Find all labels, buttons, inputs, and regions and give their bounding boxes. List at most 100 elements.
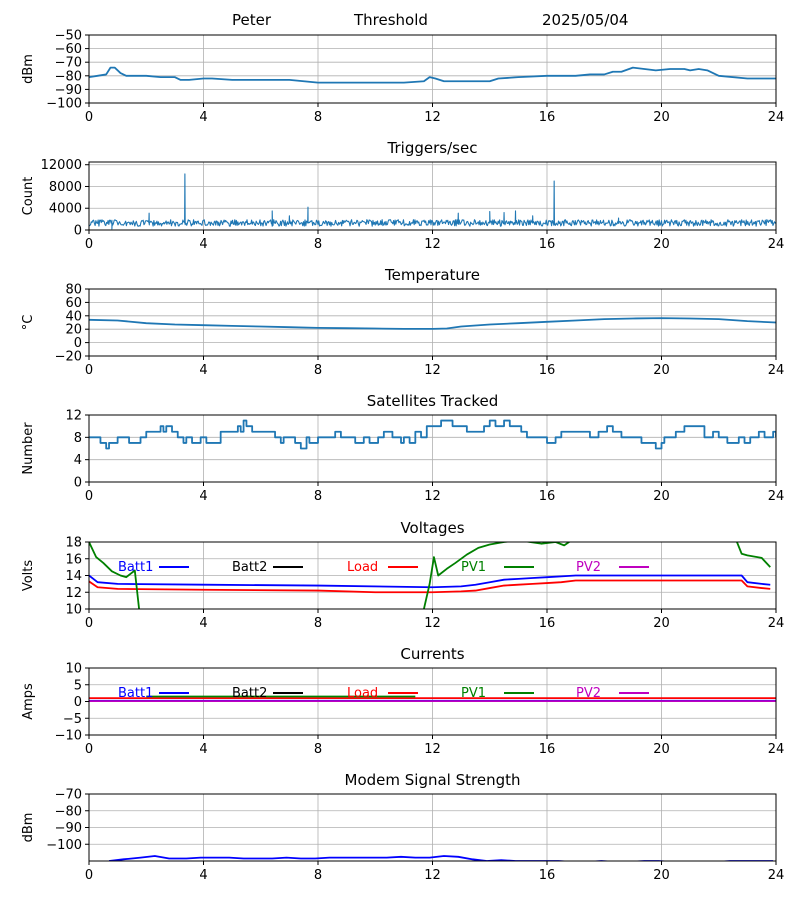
x-tick-label: 20: [653, 868, 670, 883]
series-line-temperature: [89, 317, 776, 330]
x-tick-label: 16: [539, 616, 556, 631]
x-tick-label: 20: [653, 237, 670, 252]
mode-label: Threshold: [354, 11, 428, 29]
legend-label-pv2: PV2: [576, 560, 601, 575]
chart-title: Satellites Tracked: [367, 392, 498, 410]
x-tick-label: 16: [539, 363, 556, 378]
x-tick-label: 12: [424, 616, 441, 631]
y-tick-label: 80: [65, 283, 82, 298]
y-tick-label: −5: [63, 712, 82, 727]
chart-title: Modem Signal Strength: [345, 771, 521, 789]
y-tick-label: −100: [46, 838, 82, 853]
y-tick-label: −70: [55, 56, 82, 71]
y-axis-label: Number: [21, 422, 36, 475]
y-tick-label: 20: [65, 323, 82, 338]
x-tick-label: 12: [424, 110, 441, 125]
x-tick-label: 24: [768, 742, 785, 757]
x-tick-label: 4: [199, 489, 207, 504]
x-tick-label: 24: [768, 237, 785, 252]
y-tick-label: 8: [74, 431, 82, 446]
y-tick-label: −20: [55, 350, 82, 365]
y-tick-label: 0: [74, 224, 82, 239]
series-line-voltages-pv1: [423, 542, 571, 609]
x-tick-label: 24: [768, 616, 785, 631]
y-tick-label: 12000: [41, 158, 82, 173]
x-tick-label: 24: [768, 363, 785, 378]
y-axis-label: dBm: [21, 813, 36, 843]
x-tick-label: 4: [199, 868, 207, 883]
x-tick-label: 8: [314, 363, 322, 378]
x-tick-label: 16: [539, 237, 556, 252]
y-axis-label: Amps: [21, 683, 36, 720]
x-tick-label: 16: [539, 110, 556, 125]
y-tick-label: 10: [65, 603, 82, 618]
x-tick-label: 12: [424, 237, 441, 252]
y-tick-label: −70: [55, 788, 82, 803]
y-tick-label: 0: [74, 336, 82, 351]
series-line-voltages-pv1: [89, 542, 140, 609]
y-tick-label: 10: [65, 662, 82, 677]
y-axis-label: dBm: [21, 54, 36, 84]
x-tick-label: 0: [85, 616, 93, 631]
legend-label-batt2: Batt2: [232, 560, 267, 575]
x-tick-label: 12: [424, 489, 441, 504]
y-tick-label: −80: [55, 69, 82, 84]
y-tick-label: 0: [74, 695, 82, 710]
y-tick-label: 4: [74, 453, 82, 468]
legend-label-load: Load: [347, 686, 378, 701]
x-tick-label: 20: [653, 363, 670, 378]
x-tick-label: 12: [424, 868, 441, 883]
x-tick-label: 8: [314, 489, 322, 504]
x-tick-label: 16: [539, 489, 556, 504]
y-tick-label: 0: [74, 476, 82, 491]
chart-title: Voltages: [400, 519, 464, 537]
chart-title: Temperature: [384, 266, 480, 284]
legend-label-pv1: PV1: [461, 686, 486, 701]
y-tick-label: 60: [65, 296, 82, 311]
x-tick-label: 4: [199, 742, 207, 757]
series-line-triggers: [89, 173, 776, 230]
x-tick-label: 0: [85, 363, 93, 378]
x-tick-label: 16: [539, 742, 556, 757]
y-tick-label: −90: [55, 821, 82, 836]
x-tick-label: 0: [85, 237, 93, 252]
x-tick-label: 8: [314, 110, 322, 125]
y-tick-label: 5: [74, 678, 82, 693]
y-axis-label: °C: [21, 315, 36, 331]
y-axis-label: Volts: [21, 560, 36, 592]
series-line-satellites: [89, 419, 776, 450]
x-tick-label: 8: [314, 742, 322, 757]
series-line-rssi: [89, 66, 776, 84]
y-tick-label: −80: [55, 804, 82, 819]
legend-label-pv1: PV1: [461, 560, 486, 575]
legend-label-batt1: Batt1: [118, 560, 153, 575]
x-tick-label: 4: [199, 110, 207, 125]
legend-label-pv2: PV2: [576, 686, 601, 701]
y-tick-label: 14: [65, 569, 82, 584]
x-tick-label: 20: [653, 110, 670, 125]
y-tick-label: 8000: [49, 180, 82, 195]
x-tick-label: 8: [314, 868, 322, 883]
y-tick-label: −60: [55, 42, 82, 57]
x-tick-label: 4: [199, 363, 207, 378]
x-tick-label: 24: [768, 110, 785, 125]
x-tick-label: 0: [85, 742, 93, 757]
x-tick-label: 4: [199, 616, 207, 631]
y-tick-label: −90: [55, 83, 82, 98]
x-tick-label: 0: [85, 868, 93, 883]
series-line-modem: [108, 855, 774, 861]
y-tick-label: 18: [65, 536, 82, 551]
legend-label-batt1: Batt1: [118, 686, 153, 701]
series-line-voltages-batt1: [89, 574, 771, 589]
x-tick-label: 24: [768, 868, 785, 883]
series-line-voltages-load: [89, 579, 771, 594]
x-tick-label: 20: [653, 742, 670, 757]
x-tick-label: 0: [85, 489, 93, 504]
y-tick-label: 12: [65, 409, 82, 424]
x-tick-label: 24: [768, 489, 785, 504]
x-tick-label: 16: [539, 868, 556, 883]
x-tick-label: 20: [653, 489, 670, 504]
x-tick-label: 0: [85, 110, 93, 125]
